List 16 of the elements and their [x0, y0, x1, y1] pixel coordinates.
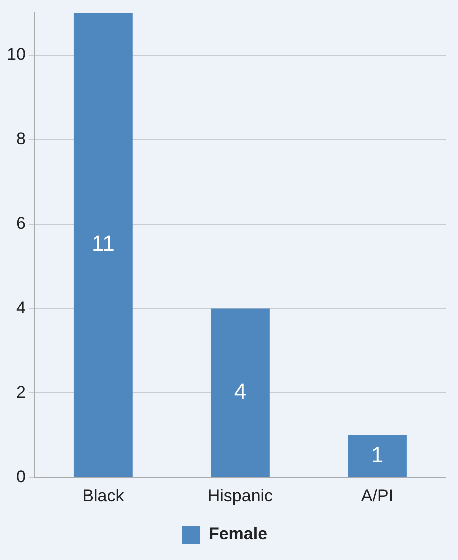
bar — [348, 435, 407, 478]
bar — [210, 308, 270, 478]
y-tick-label: 0 — [16, 467, 26, 486]
x-tick-label: Black — [82, 486, 125, 506]
data-label: 4 — [234, 378, 247, 404]
bar — [74, 13, 133, 478]
y-tick-label: 8 — [16, 130, 26, 149]
y-tick-label: 2 — [16, 382, 26, 402]
legend-label: Female — [208, 524, 268, 544]
y-tick-label: 4 — [16, 298, 26, 318]
y-tick-label: 6 — [16, 214, 26, 233]
x-tick-label: Hispanic — [208, 486, 274, 506]
y-tick-label: 10 — [6, 45, 26, 64]
data-label: 11 — [92, 231, 115, 256]
x-tick-label: A/PI — [361, 486, 394, 506]
data-label: 1 — [371, 442, 384, 468]
